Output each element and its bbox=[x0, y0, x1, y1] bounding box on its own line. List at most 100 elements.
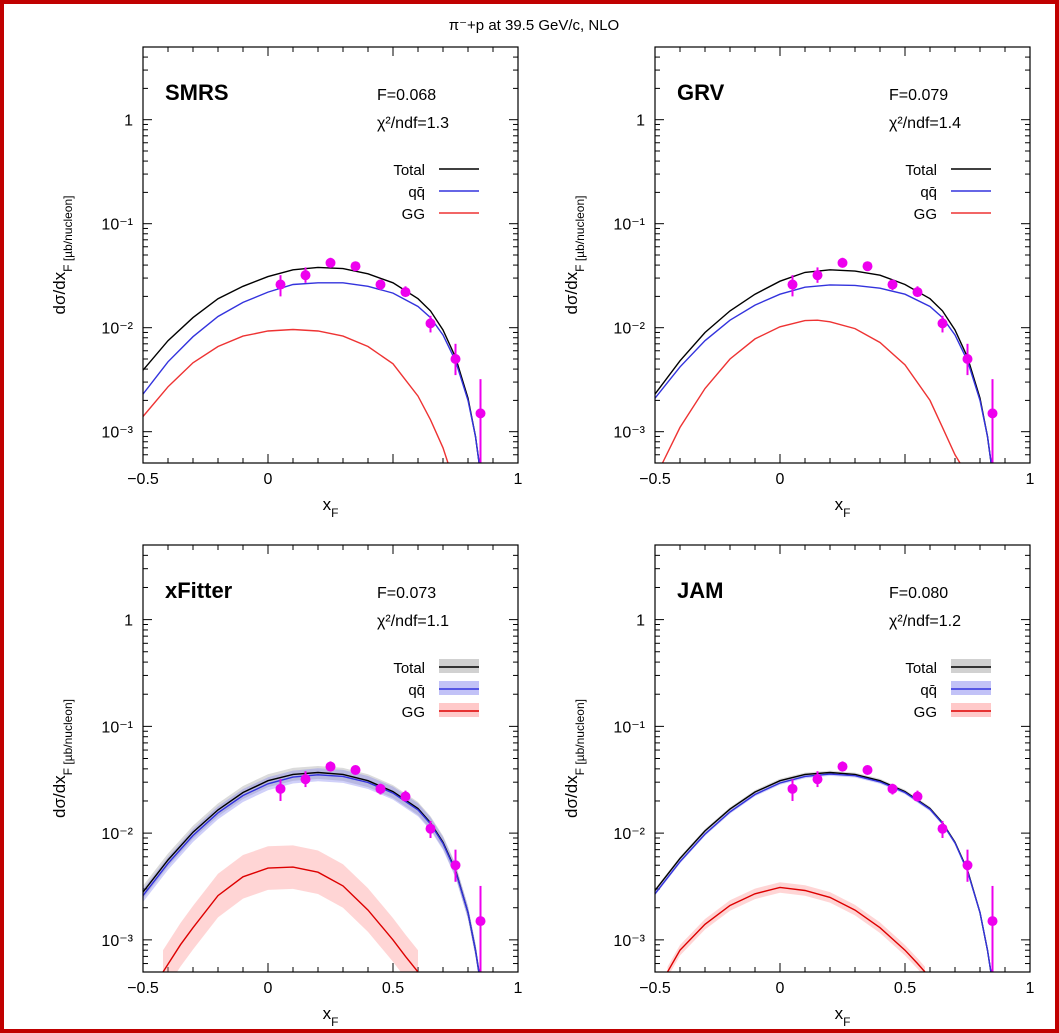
x-axis-label: xF bbox=[323, 495, 339, 520]
legend-label: Total bbox=[905, 162, 937, 179]
series-line-qq-smrs bbox=[143, 282, 480, 463]
data-point bbox=[912, 287, 923, 298]
legend-label: Total bbox=[393, 660, 425, 677]
data-point bbox=[812, 774, 823, 785]
data-point bbox=[350, 765, 361, 776]
x-axis-label: xF bbox=[323, 1004, 339, 1029]
chart-panel-xfitter: 10⁻³ 10⁻² 10⁻¹ 1 −0.5 0 0.5 1 xF dσ/dxF [µb/nucle… bbox=[50, 544, 523, 1029]
x-tick-label: 0 bbox=[776, 980, 785, 997]
legend-label: Total bbox=[905, 660, 937, 677]
series-line-qq-grv bbox=[655, 284, 992, 463]
series-line-total-jam bbox=[655, 771, 992, 972]
data-point bbox=[275, 279, 286, 290]
plot-frame bbox=[142, 46, 519, 464]
data-point bbox=[375, 783, 386, 794]
series-line-total-smrs bbox=[143, 266, 480, 463]
legend-label: qq̄ bbox=[408, 682, 425, 699]
stat-f-value: F=0.073 bbox=[377, 585, 436, 602]
data-point bbox=[787, 783, 798, 794]
data-point bbox=[400, 791, 411, 802]
data-point bbox=[325, 257, 336, 268]
panel-title: GRV bbox=[677, 80, 725, 105]
x-tick-label: 0 bbox=[264, 471, 273, 488]
data-point bbox=[937, 823, 948, 834]
x-tick-label: 0 bbox=[264, 980, 273, 997]
legend-label: qq̄ bbox=[920, 682, 937, 699]
stat-f-value: F=0.079 bbox=[889, 87, 948, 104]
plot-frame bbox=[142, 544, 519, 973]
legend-label: qq̄ bbox=[408, 184, 425, 201]
y-axis-label: dσ/dxF [µb/nucleon] bbox=[50, 699, 75, 818]
y-tick-label: 1 bbox=[636, 613, 645, 630]
y-tick-label: 10⁻¹ bbox=[613, 719, 645, 736]
y-tick-label: 10⁻² bbox=[101, 826, 133, 843]
series-line-gg-grv bbox=[661, 319, 961, 463]
legend-label: qq̄ bbox=[920, 184, 937, 201]
x-tick-label: 0.5 bbox=[382, 980, 404, 997]
x-tick-label: 1 bbox=[514, 980, 523, 997]
series-line-gg-xfitter bbox=[162, 866, 419, 972]
data-point bbox=[450, 354, 461, 364]
x-tick-label: 0 bbox=[776, 471, 785, 488]
series-line-qq-xfitter bbox=[143, 774, 480, 972]
data-point bbox=[987, 408, 998, 419]
series-line-gg-jam bbox=[666, 886, 926, 972]
axis-ticks bbox=[142, 47, 519, 463]
legend-label: GG bbox=[914, 206, 937, 223]
y-tick-label: 10⁻³ bbox=[613, 933, 645, 950]
data-point bbox=[837, 257, 848, 268]
stat-f-value: F=0.080 bbox=[889, 585, 948, 602]
data-point bbox=[837, 761, 848, 772]
x-tick-label: −0.5 bbox=[639, 471, 671, 488]
stat-f-value: F=0.068 bbox=[377, 87, 436, 104]
x-tick-label: 1 bbox=[1026, 471, 1035, 488]
series-line-qq-jam bbox=[655, 773, 992, 972]
legend: Total qq̄ GG bbox=[905, 659, 991, 721]
chart-panel-grv: 10⁻³ 10⁻² 10⁻¹ 1 −0.5 0 1 xF dσ/dxF [µb/nucleon]… bbox=[562, 46, 1035, 520]
data-point bbox=[425, 823, 436, 834]
data-point bbox=[450, 860, 461, 871]
y-tick-label: 10⁻² bbox=[613, 826, 645, 843]
band-gg-xfitter bbox=[163, 845, 418, 972]
legend: Total qq̄ GG bbox=[393, 659, 479, 721]
panel-title: JAM bbox=[677, 578, 723, 603]
y-axis-label: dσ/dxF [µb/nucleon] bbox=[50, 196, 75, 315]
legend-label: GG bbox=[402, 704, 425, 721]
figure-title: π⁻+p at 39.5 GeV/c, NLO bbox=[449, 17, 619, 34]
stat-chi2: χ²/ndf=1.2 bbox=[889, 613, 961, 630]
y-tick-label: 10⁻¹ bbox=[613, 217, 645, 234]
plot-area bbox=[655, 761, 998, 972]
data-point bbox=[812, 270, 823, 281]
y-tick-label: 10⁻² bbox=[613, 321, 645, 338]
x-tick-label: −0.5 bbox=[127, 471, 159, 488]
data-point bbox=[275, 783, 286, 794]
y-tick-label: 10⁻³ bbox=[101, 933, 133, 950]
axis-ticks bbox=[142, 545, 519, 972]
data-point bbox=[400, 287, 411, 298]
stat-chi2: χ²/ndf=1.4 bbox=[889, 115, 961, 132]
data-point bbox=[937, 318, 948, 329]
y-tick-label: 10⁻³ bbox=[613, 425, 645, 442]
x-axis-label: xF bbox=[835, 1004, 851, 1029]
band-qq-jam bbox=[655, 772, 992, 972]
data-point bbox=[475, 916, 486, 927]
plot-area bbox=[143, 761, 486, 972]
plot-frame bbox=[654, 544, 1031, 973]
y-tick-label: 10⁻² bbox=[101, 321, 133, 338]
y-tick-label: 1 bbox=[124, 113, 133, 130]
data-point bbox=[425, 318, 436, 329]
plot-area bbox=[655, 257, 998, 463]
y-tick-label: 10⁻¹ bbox=[101, 217, 133, 234]
legend-label: GG bbox=[914, 704, 937, 721]
y-axis-label: dσ/dxF [µb/nucleon] bbox=[562, 196, 587, 315]
x-tick-label: 0.5 bbox=[894, 980, 916, 997]
data-point bbox=[300, 270, 311, 281]
data-point bbox=[787, 279, 798, 290]
panel-title: xFitter bbox=[165, 578, 233, 603]
data-point bbox=[862, 261, 873, 272]
legend-band-swatch bbox=[439, 681, 479, 695]
plot-area bbox=[143, 257, 486, 463]
x-tick-label: −0.5 bbox=[639, 980, 671, 997]
series-line-gg-smrs bbox=[143, 328, 449, 463]
